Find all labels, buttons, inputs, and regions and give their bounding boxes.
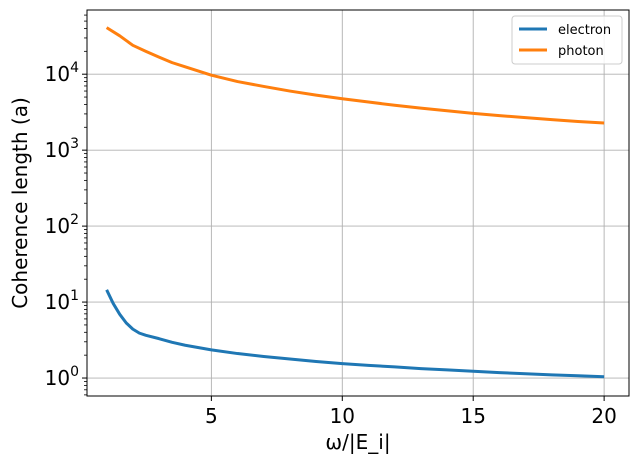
series-line-electron	[105, 289, 605, 379]
y-tick-exponent: 3	[70, 136, 79, 152]
y-tick-base: 10	[45, 290, 70, 314]
y-tick-label: 100	[45, 364, 79, 390]
y-tick-base: 10	[45, 214, 70, 238]
legend-label-photon: photon	[558, 44, 604, 59]
y-tick-base: 10	[45, 138, 70, 162]
y-tick-exponent: 1	[70, 288, 79, 304]
y-tick-label: 103	[45, 136, 79, 162]
legend-label-electron: electron	[558, 23, 611, 38]
legend: electron photon	[511, 15, 623, 65]
series-line-photon	[105, 26, 605, 125]
y-tick-label: 104	[45, 60, 79, 86]
y-tick-base: 10	[45, 62, 70, 86]
y-tick-label: 101	[45, 288, 79, 314]
y-tick-label: 102	[45, 212, 79, 238]
y-axis-label: Coherence length (a)	[8, 97, 32, 309]
x-tick-label: 20	[591, 404, 616, 428]
y-tick-base: 10	[45, 366, 70, 390]
grid-lines	[87, 10, 629, 396]
x-tick-label: 15	[460, 404, 485, 428]
y-tick-exponent: 0	[70, 364, 79, 380]
plot-series	[105, 26, 605, 379]
y-tick-exponent: 4	[70, 60, 79, 76]
x-axis-label: ω/|E_i|	[325, 430, 390, 454]
y-tick-exponent: 2	[70, 212, 79, 228]
x-tick-label: 5	[205, 404, 218, 428]
x-tick-label: 10	[330, 404, 355, 428]
